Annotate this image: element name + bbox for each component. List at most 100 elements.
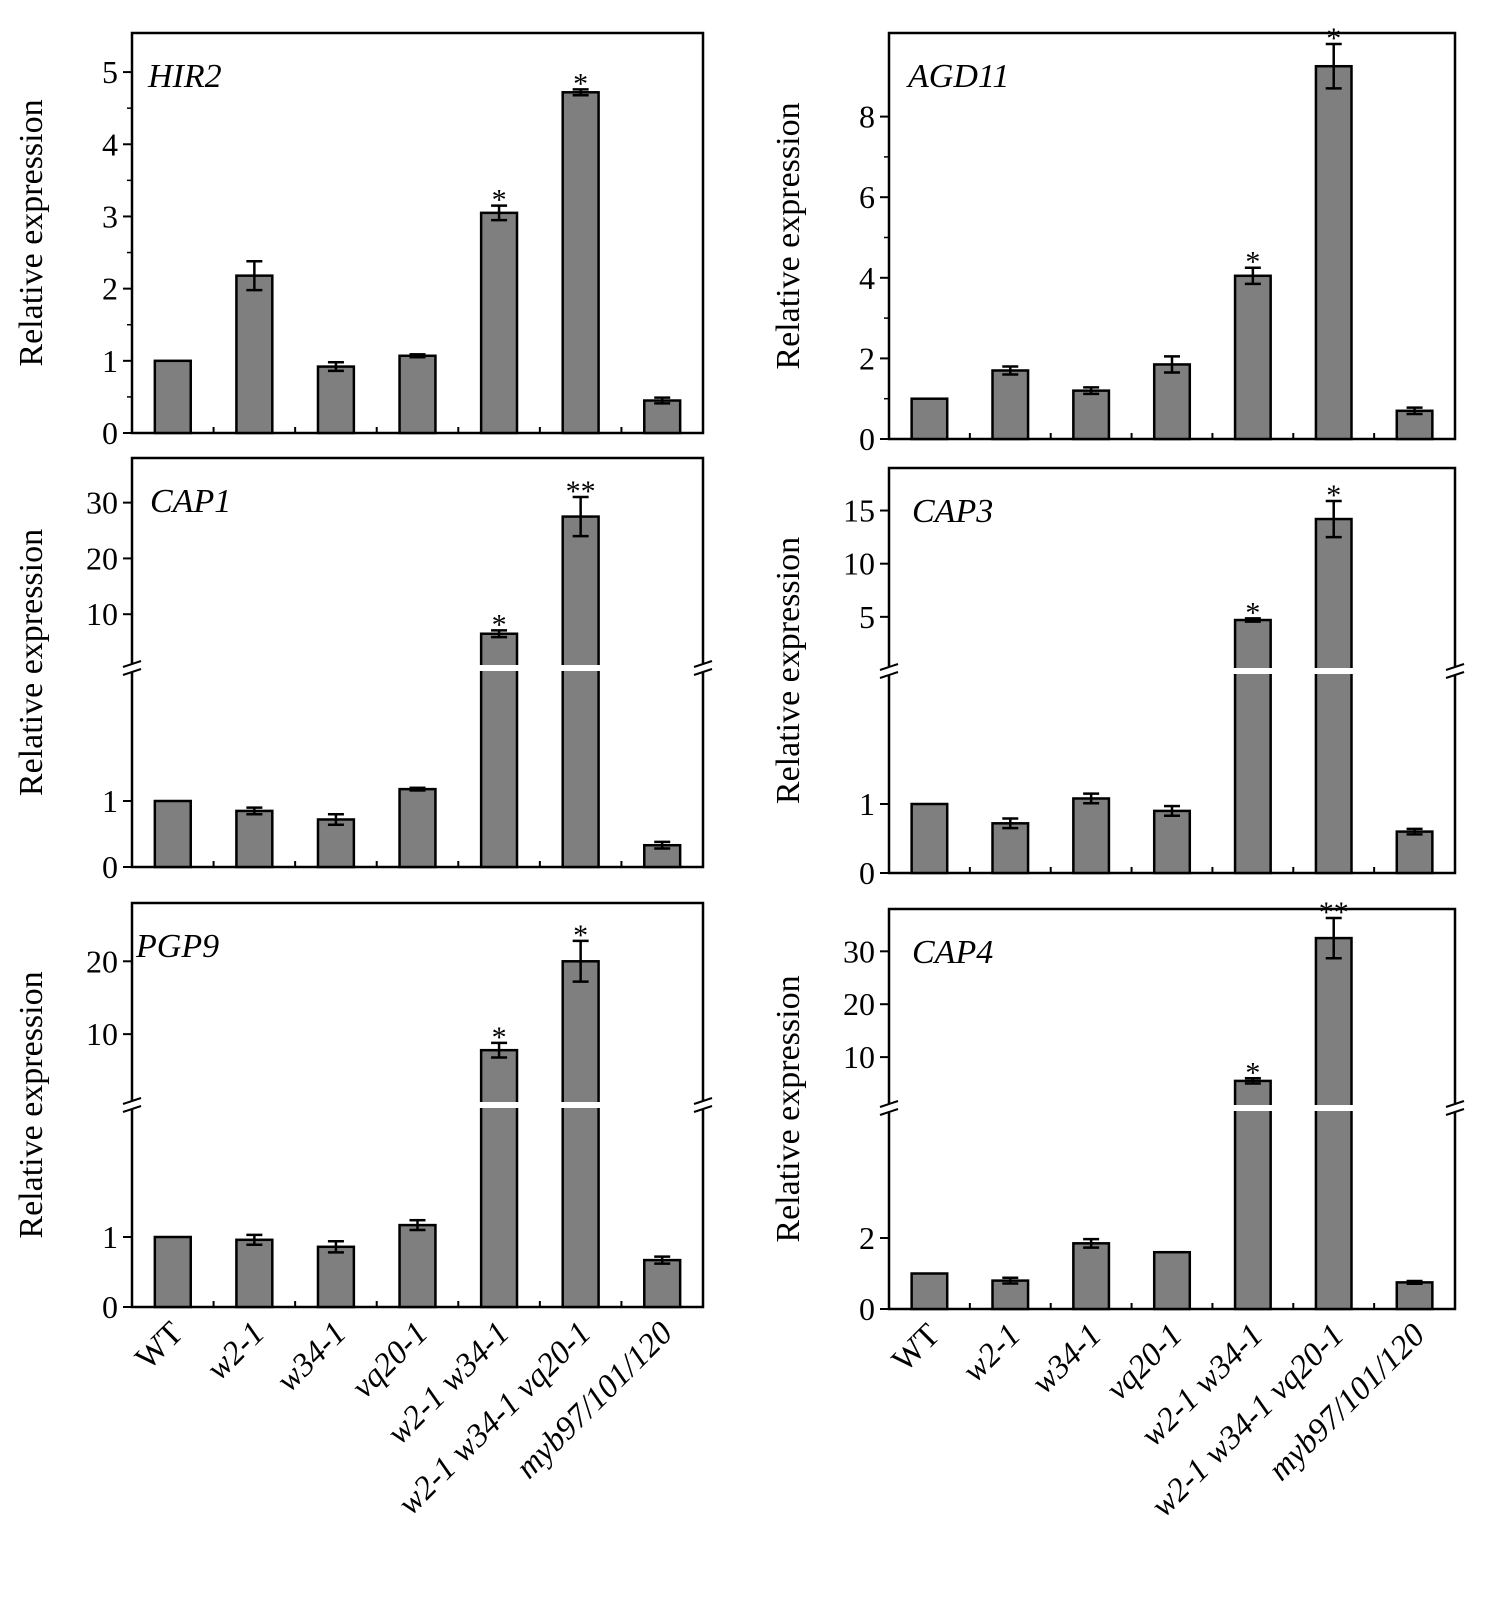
y-tick-label: 0	[859, 1291, 875, 1327]
bar	[1152, 1250, 1192, 1311]
y-tick-label: 2	[859, 1220, 875, 1256]
y-tick-label: 10	[843, 546, 875, 582]
panel-title: CAP3	[912, 493, 993, 530]
axis-break-gap	[891, 1105, 1453, 1111]
axis-break-mark	[1445, 663, 1465, 671]
bar	[1072, 1242, 1111, 1311]
bar	[1395, 830, 1434, 875]
bar	[316, 365, 356, 435]
y-axis-label: Relative expression	[13, 971, 50, 1238]
panel-pgp9: 0 1 10 20 * * PGP9 Relative expression	[13, 901, 713, 1325]
y-tick-label: 1	[102, 343, 118, 379]
panel-agd11: 0 2 4 6 8 * * AGD11 Relative expression	[770, 22, 1457, 457]
axis-break-mark	[1445, 671, 1465, 679]
axis-break-gap	[700, 664, 706, 672]
y-tick-label: 4	[859, 260, 875, 296]
axis-break-mark	[879, 1108, 899, 1116]
bar	[479, 632, 519, 869]
y-tick-label: 4	[102, 126, 118, 162]
significance-mark: *	[1326, 479, 1341, 512]
y-tick-label: 20	[86, 943, 118, 979]
bar	[561, 91, 600, 435]
axis-break-gap	[134, 665, 701, 671]
x-category-label: w34-1	[1025, 1317, 1109, 1401]
y-tick-label: 1	[102, 783, 118, 819]
y-tick-label: 15	[843, 493, 875, 529]
y-axis-label: Relative expression	[770, 537, 807, 804]
significance-mark: *	[492, 608, 507, 641]
y-axis-label: Relative expression	[770, 102, 807, 369]
axis-break-gap	[886, 667, 892, 675]
bar	[643, 399, 682, 435]
bar	[910, 802, 949, 875]
bar	[398, 354, 437, 435]
axis-break-gap	[129, 1101, 135, 1109]
y-tick-label: 5	[102, 54, 118, 90]
y-tick-label: 10	[86, 1016, 118, 1052]
y-tick-label: 0	[859, 855, 875, 891]
bar	[910, 1272, 949, 1311]
y-tick-label: 0	[859, 421, 875, 457]
x-category-label: w34-1	[270, 1315, 354, 1399]
axis-break-mark	[693, 660, 713, 668]
bar	[561, 960, 600, 1309]
bar	[316, 1245, 356, 1309]
significance-mark: **	[566, 475, 596, 508]
significance-mark: *	[492, 1021, 507, 1054]
bar	[1072, 389, 1111, 441]
bar	[1152, 363, 1192, 441]
x-category-label: WT	[129, 1315, 191, 1377]
panel-title: AGD11	[906, 58, 1009, 95]
y-tick-label: 5	[859, 599, 875, 635]
axis-break-gap	[1452, 667, 1458, 675]
y-tick-label: 0	[102, 1289, 118, 1325]
bar	[991, 1279, 1030, 1311]
axis-break-mark	[1445, 1100, 1465, 1108]
axis-break-mark	[1445, 1108, 1465, 1116]
axis-break-gap	[129, 664, 135, 672]
axis-break-mark	[879, 663, 899, 671]
y-tick-label: 6	[859, 179, 875, 215]
y-tick-label: 30	[86, 485, 118, 521]
bar	[1314, 936, 1353, 1311]
significance-mark: *	[573, 67, 588, 100]
bar	[479, 211, 519, 435]
bar	[153, 359, 192, 435]
significance-mark: *	[1245, 1056, 1260, 1089]
y-tick-label: 20	[86, 540, 118, 576]
bar	[1314, 64, 1353, 441]
axis-break-mark	[693, 1097, 713, 1105]
bar	[153, 799, 192, 869]
y-axis-label: Relative expression	[13, 529, 50, 796]
bar	[235, 1238, 274, 1309]
axis-break-mark	[122, 1105, 142, 1113]
panel-title: PGP9	[135, 928, 219, 965]
significance-mark: *	[492, 184, 507, 217]
bar	[398, 787, 437, 869]
y-axis-label: Relative expression	[770, 975, 807, 1242]
bar	[1072, 797, 1111, 875]
y-tick-label: 1	[102, 1219, 118, 1255]
y-tick-label: 30	[843, 933, 875, 969]
bar	[479, 1048, 519, 1309]
x-category-label: WT	[885, 1317, 947, 1379]
axis-break-mark	[122, 668, 142, 676]
bar	[235, 274, 274, 435]
y-tick-label: 2	[102, 271, 118, 307]
panel-title: CAP1	[150, 483, 231, 520]
axis-break-mark	[879, 671, 899, 679]
y-axis-label: Relative expression	[13, 99, 50, 366]
axis-break-mark	[693, 1105, 713, 1113]
bar	[153, 1235, 192, 1309]
bar	[1233, 618, 1272, 875]
axis-break-gap	[700, 1101, 706, 1109]
bar	[643, 1258, 682, 1309]
significance-mark: *	[1245, 596, 1260, 629]
y-tick-label: 8	[859, 99, 875, 135]
x-category-label: w2-1	[200, 1315, 272, 1387]
axis-break-mark	[122, 1097, 142, 1105]
